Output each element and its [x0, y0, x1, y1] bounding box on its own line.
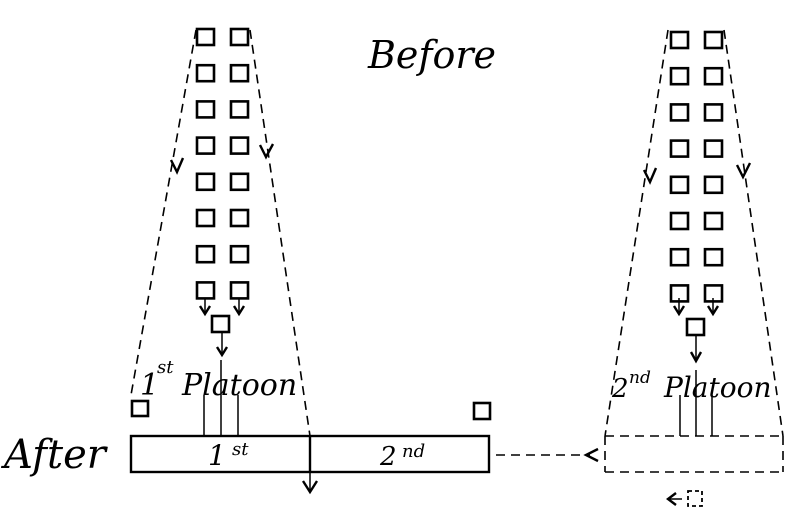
platoon-1-soldier-box: [195, 136, 216, 155]
platoon-2-soldier-box: [669, 175, 690, 195]
platoon-2-suffix: nd: [629, 368, 651, 388]
platoon-1-soldier-box: [229, 63, 250, 83]
guide-marker-left: [130, 399, 150, 418]
platoon-1-soldier-box: [195, 244, 216, 264]
block-1-suffix: st: [232, 439, 249, 460]
platoon-1-soldier-box: [195, 63, 216, 83]
after-line-block: [129, 434, 491, 474]
block-down-arrow: [301, 472, 319, 495]
platoon-2-file-arrows: [672, 298, 720, 364]
platoon-2-soldier-box: [669, 66, 690, 86]
platoon-2-soldier-box: [669, 247, 690, 267]
platoon-1-movement-arrows: [169, 143, 275, 175]
platoon-1-wedge-outline: [130, 29, 311, 437]
platoon-2-soldier-box: [669, 211, 690, 231]
platoon-2-column: [669, 30, 724, 303]
after-title: After: [0, 432, 109, 478]
platoon-2-leader-marker: [685, 317, 706, 337]
platoon-2-soldier-box: [703, 211, 724, 231]
platoon-2-soldier-box: [703, 30, 724, 50]
platoon-1-soldier-box: [229, 136, 250, 155]
platoon-1-column: [195, 27, 250, 300]
platoon-2-soldier-box: [669, 139, 690, 158]
platoon-1-soldier-box: [195, 100, 216, 119]
platoon-1-soldier-box: [229, 281, 250, 300]
platoon-2-soldier-box: [669, 30, 690, 50]
platoon-1-word: Platoon: [181, 368, 297, 403]
platoon-2-soldier-box: [703, 139, 724, 158]
platoon-1-soldier-box: [195, 281, 216, 300]
platoon-1-soldier-box: [229, 27, 250, 47]
platoon-2-soldier-box: [703, 175, 724, 195]
platoon-2-file-lines: [679, 370, 713, 436]
block-1-ordinal: 1: [208, 439, 226, 472]
platoon-1-soldier-box: [195, 27, 216, 47]
block-2-ordinal: 2: [379, 442, 397, 472]
platoon-2-shift-arrow: [496, 447, 599, 463]
platoon-1-soldier-box: [195, 208, 216, 228]
platoon-1-soldier-box: [229, 100, 250, 119]
platoon-1-ordinal: 1: [140, 368, 159, 403]
block-2-suffix: nd: [402, 441, 425, 462]
platoon-2-ghost-block: [604, 435, 784, 473]
platoon-1-suffix: st: [157, 357, 174, 378]
guide-marker-right: [472, 401, 492, 421]
ghost-guide-marker: [666, 490, 703, 507]
platoon-1-soldier-box: [229, 208, 250, 228]
platoon-2-soldier-box: [703, 247, 724, 267]
platoon-1-soldier-box: [229, 244, 250, 264]
platoon-2-soldier-box: [669, 103, 690, 122]
platoon-1-soldier-box: [229, 172, 250, 192]
platoon-1-file-lines: [203, 360, 239, 436]
platoon-1-file-arrows: [198, 298, 246, 358]
platoon-1-leader-marker: [210, 314, 231, 334]
before-title: Before: [367, 33, 496, 77]
platoon-2-soldier-box: [703, 66, 724, 86]
platoon-2-ordinal: 2: [611, 374, 629, 404]
platoon-2-wedge-outline: [604, 29, 784, 437]
platoon-2-movement-arrows: [642, 162, 752, 185]
platoon-2-soldier-box: [703, 103, 724, 122]
platoon-2-word: Platoon: [663, 371, 772, 404]
platoon-1-soldier-box: [195, 172, 216, 192]
